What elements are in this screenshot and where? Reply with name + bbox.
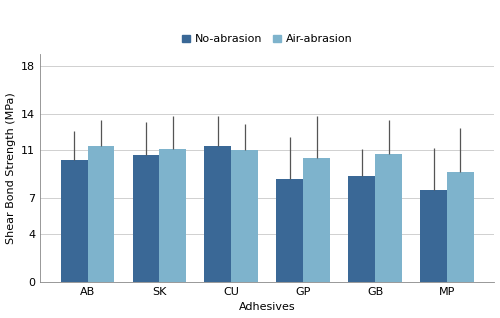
Legend: No-abrasion, Air-abrasion: No-abrasion, Air-abrasion [178,30,356,49]
Bar [420,190,447,282]
Bar [132,155,160,282]
Bar [160,149,186,282]
Bar [88,147,115,282]
Y-axis label: Shear Bond Strength (MPa): Shear Bond Strength (MPa) [6,92,16,244]
Bar [447,172,474,282]
X-axis label: Adhesives: Adhesives [239,302,296,313]
Bar [348,176,375,282]
Bar [375,154,402,282]
Bar [303,158,330,282]
Bar [204,147,232,282]
Bar [232,150,258,282]
Bar [276,179,303,282]
Bar [60,160,88,282]
